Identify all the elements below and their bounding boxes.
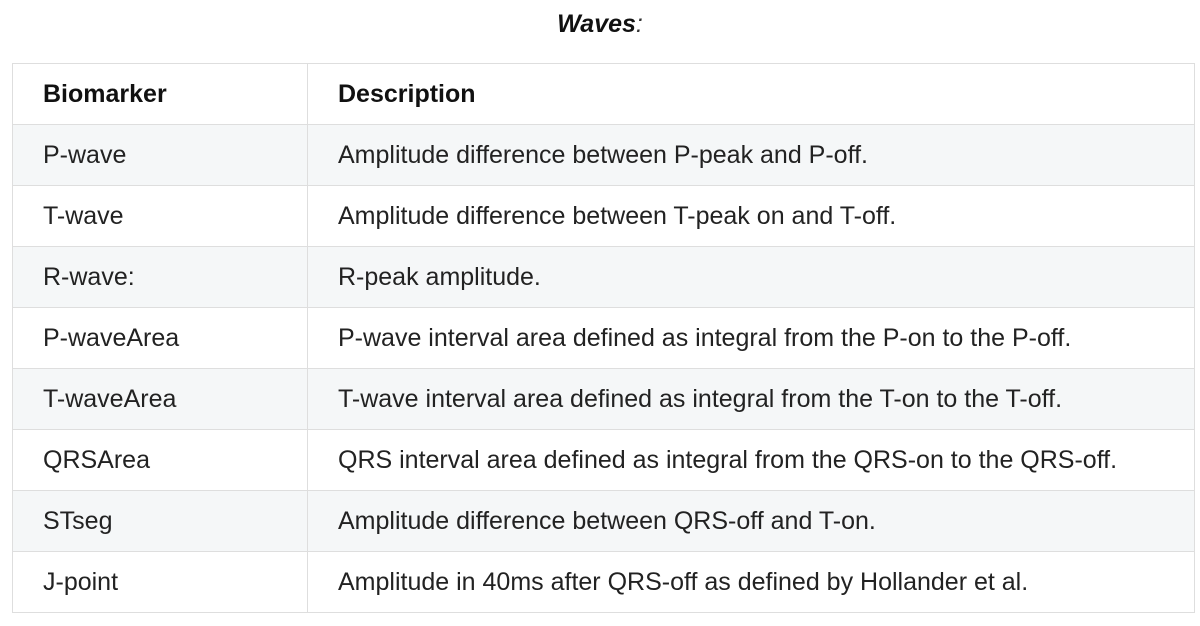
table-row: P-wave Amplitude difference between P-pe… [12, 124, 1195, 186]
table-row: STseg Amplitude difference between QRS-o… [12, 490, 1195, 552]
biomarker-cell: STseg [12, 490, 308, 552]
column-header-description: Description [307, 63, 1195, 125]
biomarker-cell: P-wave [12, 124, 308, 186]
header-row: Biomarker Description [12, 63, 1195, 125]
table-row: T-waveArea T-wave interval area defined … [12, 368, 1195, 430]
description-cell: Amplitude difference between QRS-off and… [307, 490, 1195, 552]
biomarker-cell: T-wave [12, 185, 308, 247]
description-cell: R-peak amplitude. [307, 246, 1195, 308]
description-cell: QRS interval area defined as integral fr… [307, 429, 1195, 491]
description-cell: Amplitude in 40ms after QRS-off as defin… [307, 551, 1195, 613]
table-caption: Waves: [0, 0, 1200, 50]
caption-title: Waves [557, 10, 636, 38]
biomarker-cell: R-wave: [12, 246, 308, 308]
biomarker-cell: J-point [12, 551, 308, 613]
biomarker-cell: P-waveArea [12, 307, 308, 369]
table-row: QRSArea QRS interval area defined as int… [12, 429, 1195, 491]
biomarker-cell: QRSArea [12, 429, 308, 491]
column-header-biomarker: Biomarker [12, 63, 308, 125]
description-cell: Amplitude difference between T-peak on a… [307, 185, 1195, 247]
table-row: T-wave Amplitude difference between T-pe… [12, 185, 1195, 247]
table-row: R-wave: R-peak amplitude. [12, 246, 1195, 308]
description-cell: P-wave interval area defined as integral… [307, 307, 1195, 369]
table-row: J-point Amplitude in 40ms after QRS-off … [12, 551, 1195, 613]
biomarker-table: Biomarker Description P-wave Amplitude d… [12, 63, 1195, 613]
description-cell: T-wave interval area defined as integral… [307, 368, 1195, 430]
table-row: P-waveArea P-wave interval area defined … [12, 307, 1195, 369]
description-cell: Amplitude difference between P-peak and … [307, 124, 1195, 186]
caption-colon: : [635, 10, 643, 38]
biomarker-cell: T-waveArea [12, 368, 308, 430]
